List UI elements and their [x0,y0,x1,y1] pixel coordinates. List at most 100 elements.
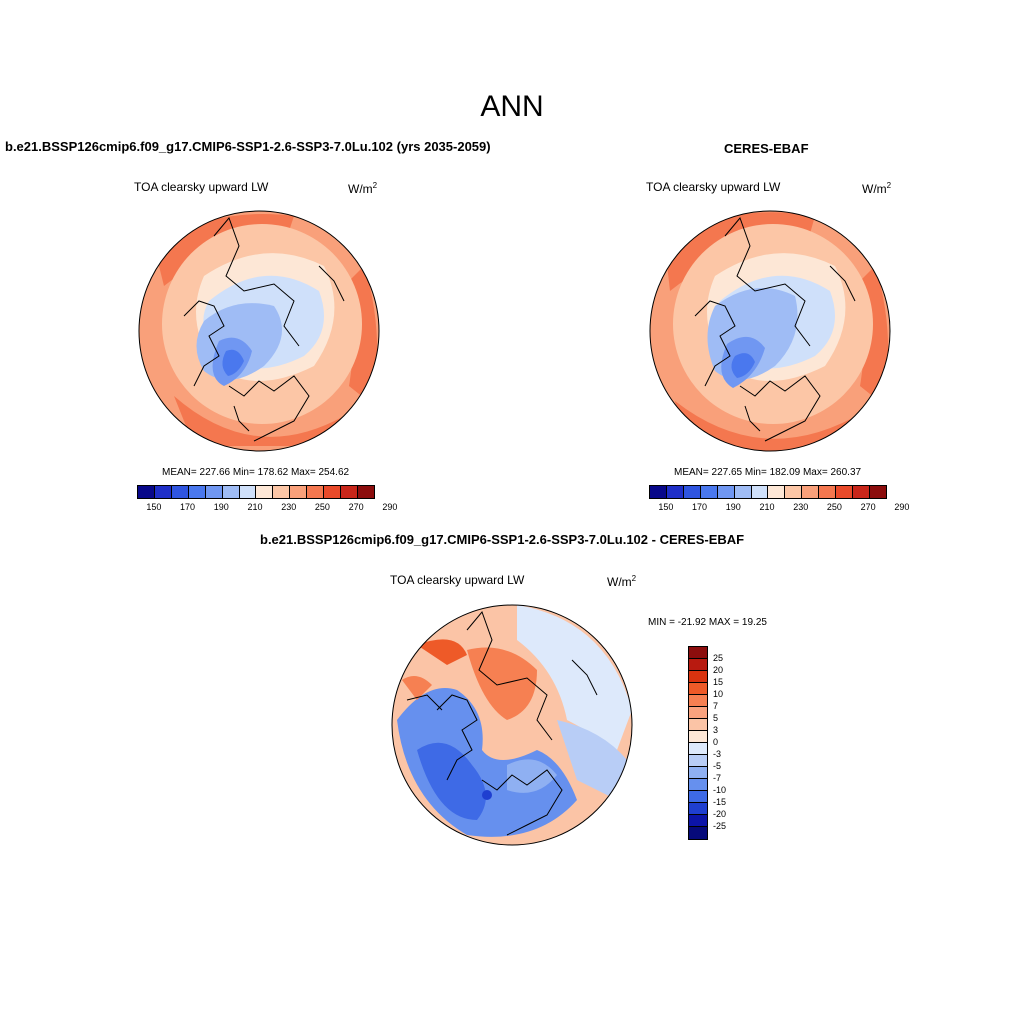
colorbar-tick-label: -15 [713,797,727,807]
panel-title-obs: CERES-EBAF [724,141,809,156]
colorbar-tick-label: 10 [713,689,724,699]
colorbar-swatch [689,743,707,755]
colorbar-tick-label: 5 [713,713,719,723]
colorbar-swatch [171,486,189,498]
colorbar-swatch [256,486,274,498]
colorbar-tick-label: -20 [713,809,727,819]
colorbar-swatch [689,815,707,827]
colorbar-tick-label: 25 [713,653,724,663]
colorbar-tick-label: 150 [658,502,674,512]
variable-label-obs: TOA clearsky upward LW [646,180,781,194]
colorbar-swatch [689,767,707,779]
variable-label-model: TOA clearsky upward LW [134,180,269,194]
colorbar-tick-label: 270 [348,502,364,512]
colorbar-swatch [869,486,886,498]
colorbar-swatch [689,659,707,671]
colorbar-tick-label: -10 [713,785,727,795]
colorbar-swatch [222,486,240,498]
colorbar-swatch [154,486,172,498]
colorbar-ticks-diff: 25 20 15 10 7 5 3 0 -3 -5 -7 -10 -15 -20 -25 [713,646,743,838]
colorbar-swatch [689,791,707,803]
colorbar-swatch [324,486,342,498]
map-field-diff [392,605,632,845]
colorbar-swatch [689,827,707,839]
colorbar-swatch [307,486,325,498]
colorbar-swatch [205,486,223,498]
colorbar-tick-label: -5 [713,761,722,771]
stats-diff: MIN = -21.92 MAX = 19.25 [648,617,767,628]
colorbar-tick-label: 210 [247,502,263,512]
colorbar-swatch [785,486,803,498]
colorbar-tick-label: -7 [713,773,722,783]
colorbar-diff [688,646,708,840]
colorbar-swatch [357,486,374,498]
colorbar-swatch [689,731,707,743]
colorbar-swatch [717,486,735,498]
colorbar-tick-label: 230 [793,502,809,512]
colorbar-tick-label: 270 [860,502,876,512]
map-field-obs [650,211,890,451]
colorbar-swatch [802,486,820,498]
colorbar-obs [649,485,887,499]
colorbar-ticks-model: 150 170 190 210 230 250 270 290 [137,502,397,514]
colorbar-tick-label: 210 [759,502,775,512]
colorbar-swatch [689,683,707,695]
colorbar-swatch [341,486,358,498]
units-label-obs: W/m2 [862,181,892,196]
stats-model: MEAN= 227.66 Min= 178.62 Max= 254.62 [162,467,350,478]
colorbar-tick-label: 290 [382,502,398,512]
colorbar-swatch [689,755,707,767]
colorbar-swatch [650,486,667,498]
colorbar-swatch [751,486,769,498]
colorbar-swatch [290,486,308,498]
colorbar-ticks-obs: 150 170 190 210 230 250 270 290 [649,502,909,514]
map-field-model [139,211,379,451]
colorbar-swatch [689,719,707,731]
units-label-model: W/m2 [348,181,378,196]
colorbar-swatch [689,647,707,659]
colorbar-swatch [188,486,206,498]
colorbar-tick-label: 170 [180,502,196,512]
coastlines-obs [694,217,856,442]
colorbar-swatch [768,486,786,498]
colorbar-swatch [689,695,707,707]
colorbar-tick-label: 230 [281,502,297,512]
colorbar-tick-label: 170 [692,502,708,512]
colorbar-tick-label: 150 [146,502,162,512]
stats-obs: MEAN= 227.65 Min= 182.09 Max= 260.37 [674,467,862,478]
colorbar-tick-label: 190 [213,502,229,512]
colorbar-tick-label: -25 [713,821,727,831]
coastlines-diff [406,611,598,836]
colorbar-swatch [836,486,854,498]
variable-label-diff: TOA clearsky upward LW [390,573,525,587]
colorbar-tick-label: 3 [713,725,719,735]
colorbar-model [137,485,375,499]
colorbar-swatch [689,671,707,683]
colorbar-swatch [138,486,155,498]
colorbar-tick-label: 20 [713,665,724,675]
colorbar-swatch [689,707,707,719]
colorbar-tick-label: 0 [713,737,719,747]
polar-map-obs [649,210,891,452]
colorbar-swatch [853,486,870,498]
units-label-diff: W/m2 [607,574,637,589]
colorbar-tick-label: 250 [826,502,842,512]
colorbar-swatch [239,486,257,498]
colorbar-tick-label: 15 [713,677,724,687]
colorbar-swatch [273,486,291,498]
panel-title-diff: b.e21.BSSP126cmip6.f09_g17.CMIP6-SSP1-2.… [260,532,745,547]
colorbar-swatch [819,486,837,498]
page-title: ANN [480,90,544,123]
coastlines-model [183,217,345,442]
polar-map-diff [391,604,633,846]
colorbar-swatch [666,486,684,498]
colorbar-tick-label: 7 [713,701,719,711]
colorbar-tick-label: 290 [894,502,910,512]
colorbar-swatch [689,779,707,791]
panel-title-model: b.e21.BSSP126cmip6.f09_g17.CMIP6-SSP1-2.… [5,139,491,154]
colorbar-tick-label: 190 [725,502,741,512]
colorbar-swatch [734,486,752,498]
colorbar-tick-label: -3 [713,749,722,759]
colorbar-swatch [683,486,701,498]
colorbar-swatch [700,486,718,498]
